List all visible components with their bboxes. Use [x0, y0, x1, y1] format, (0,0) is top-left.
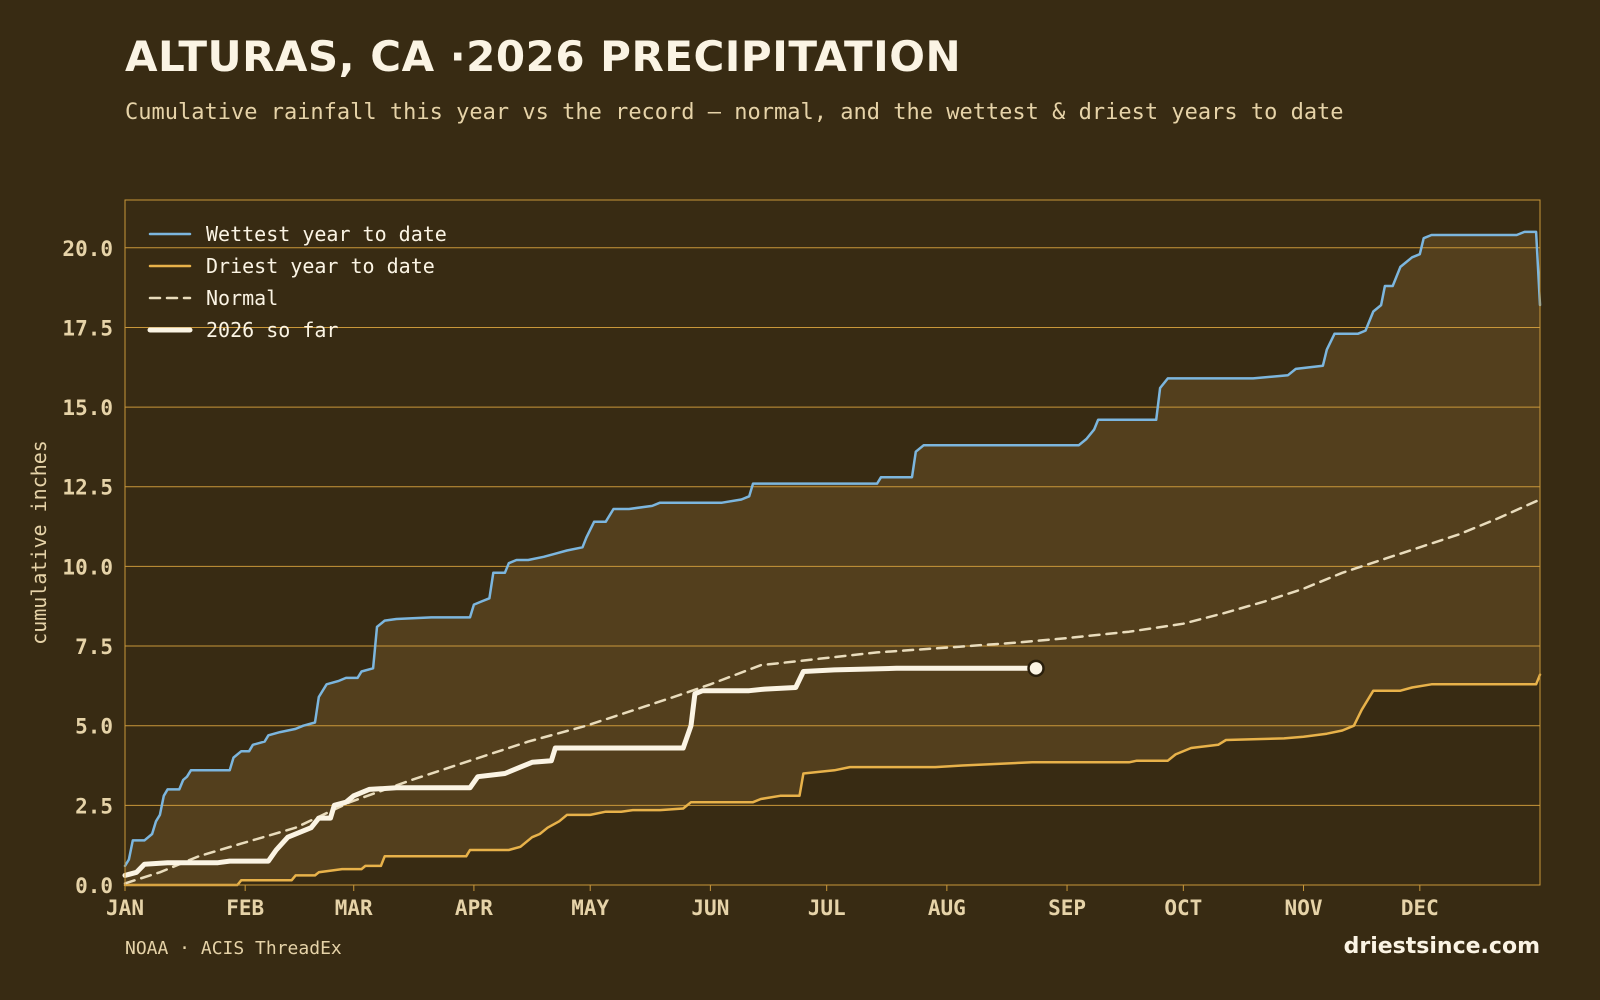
x-tick-label: FEB	[226, 896, 264, 920]
x-tick-label: MAY	[571, 896, 609, 920]
x-tick-label: APR	[455, 896, 493, 920]
y-tick-label: 2.5	[75, 794, 113, 818]
x-tick-label: MAR	[335, 896, 373, 920]
y-tick-label: 20.0	[62, 237, 113, 261]
y-tick-label: 12.5	[62, 476, 113, 500]
brand-link[interactable]: driestsince.com	[1343, 934, 1540, 959]
record-range-band	[125, 231, 1540, 885]
x-tick-label: DEC	[1401, 896, 1439, 920]
y-tick-label: 17.5	[62, 316, 113, 340]
y-tick-label: 15.0	[62, 396, 113, 420]
x-tick-label: NOV	[1285, 896, 1323, 920]
x-tick-label: SEP	[1048, 896, 1086, 920]
chart-frame	[124, 199, 1541, 886]
data-source: NOAA · ACIS ThreadEx	[125, 938, 342, 959]
current-year-line	[122, 665, 1039, 878]
x-tick-label: OCT	[1164, 896, 1202, 920]
legend-label: 2026 so far	[206, 318, 338, 342]
y-tick-label: 7.5	[75, 635, 113, 659]
page-subtitle: Cumulative rainfall this year vs the rec…	[125, 100, 1344, 125]
y-tick-label: 5.0	[75, 715, 113, 739]
driest-line	[123, 673, 1542, 887]
x-axis-ticks: JAN FEB MAR APR MAY JUN JUL AUG SEP OCT NOV DEC	[106, 885, 1439, 920]
x-tick-label: AUG	[928, 896, 966, 920]
x-tick-label: JUN	[691, 896, 729, 920]
page-title: ALTURAS, CA ·2026 PRECIPITATION	[125, 32, 962, 81]
y-axis-label: cumulative inches	[27, 440, 51, 645]
legend-label: Driest year to date	[206, 254, 435, 278]
y-tick-label: 0.0	[75, 874, 113, 898]
legend-label: Normal	[206, 286, 278, 310]
legend-label: Wettest year to date	[206, 222, 447, 246]
current-value-marker[interactable]	[1027, 659, 1045, 678]
x-tick-label: JAN	[106, 896, 144, 920]
y-tick-label: 10.0	[62, 555, 113, 579]
chart-legend: Wettest year to date Driest year to date N…	[147, 222, 447, 342]
x-tick-label: JUL	[808, 896, 846, 920]
y-axis-ticks: 0.0 2.5 5.0 7.5 10.0 12.5 15.0 17.5 20.0	[62, 237, 113, 898]
wettest-line	[123, 230, 1542, 868]
chart-series-layer	[122, 230, 1542, 887]
normal-line	[123, 498, 1542, 885]
